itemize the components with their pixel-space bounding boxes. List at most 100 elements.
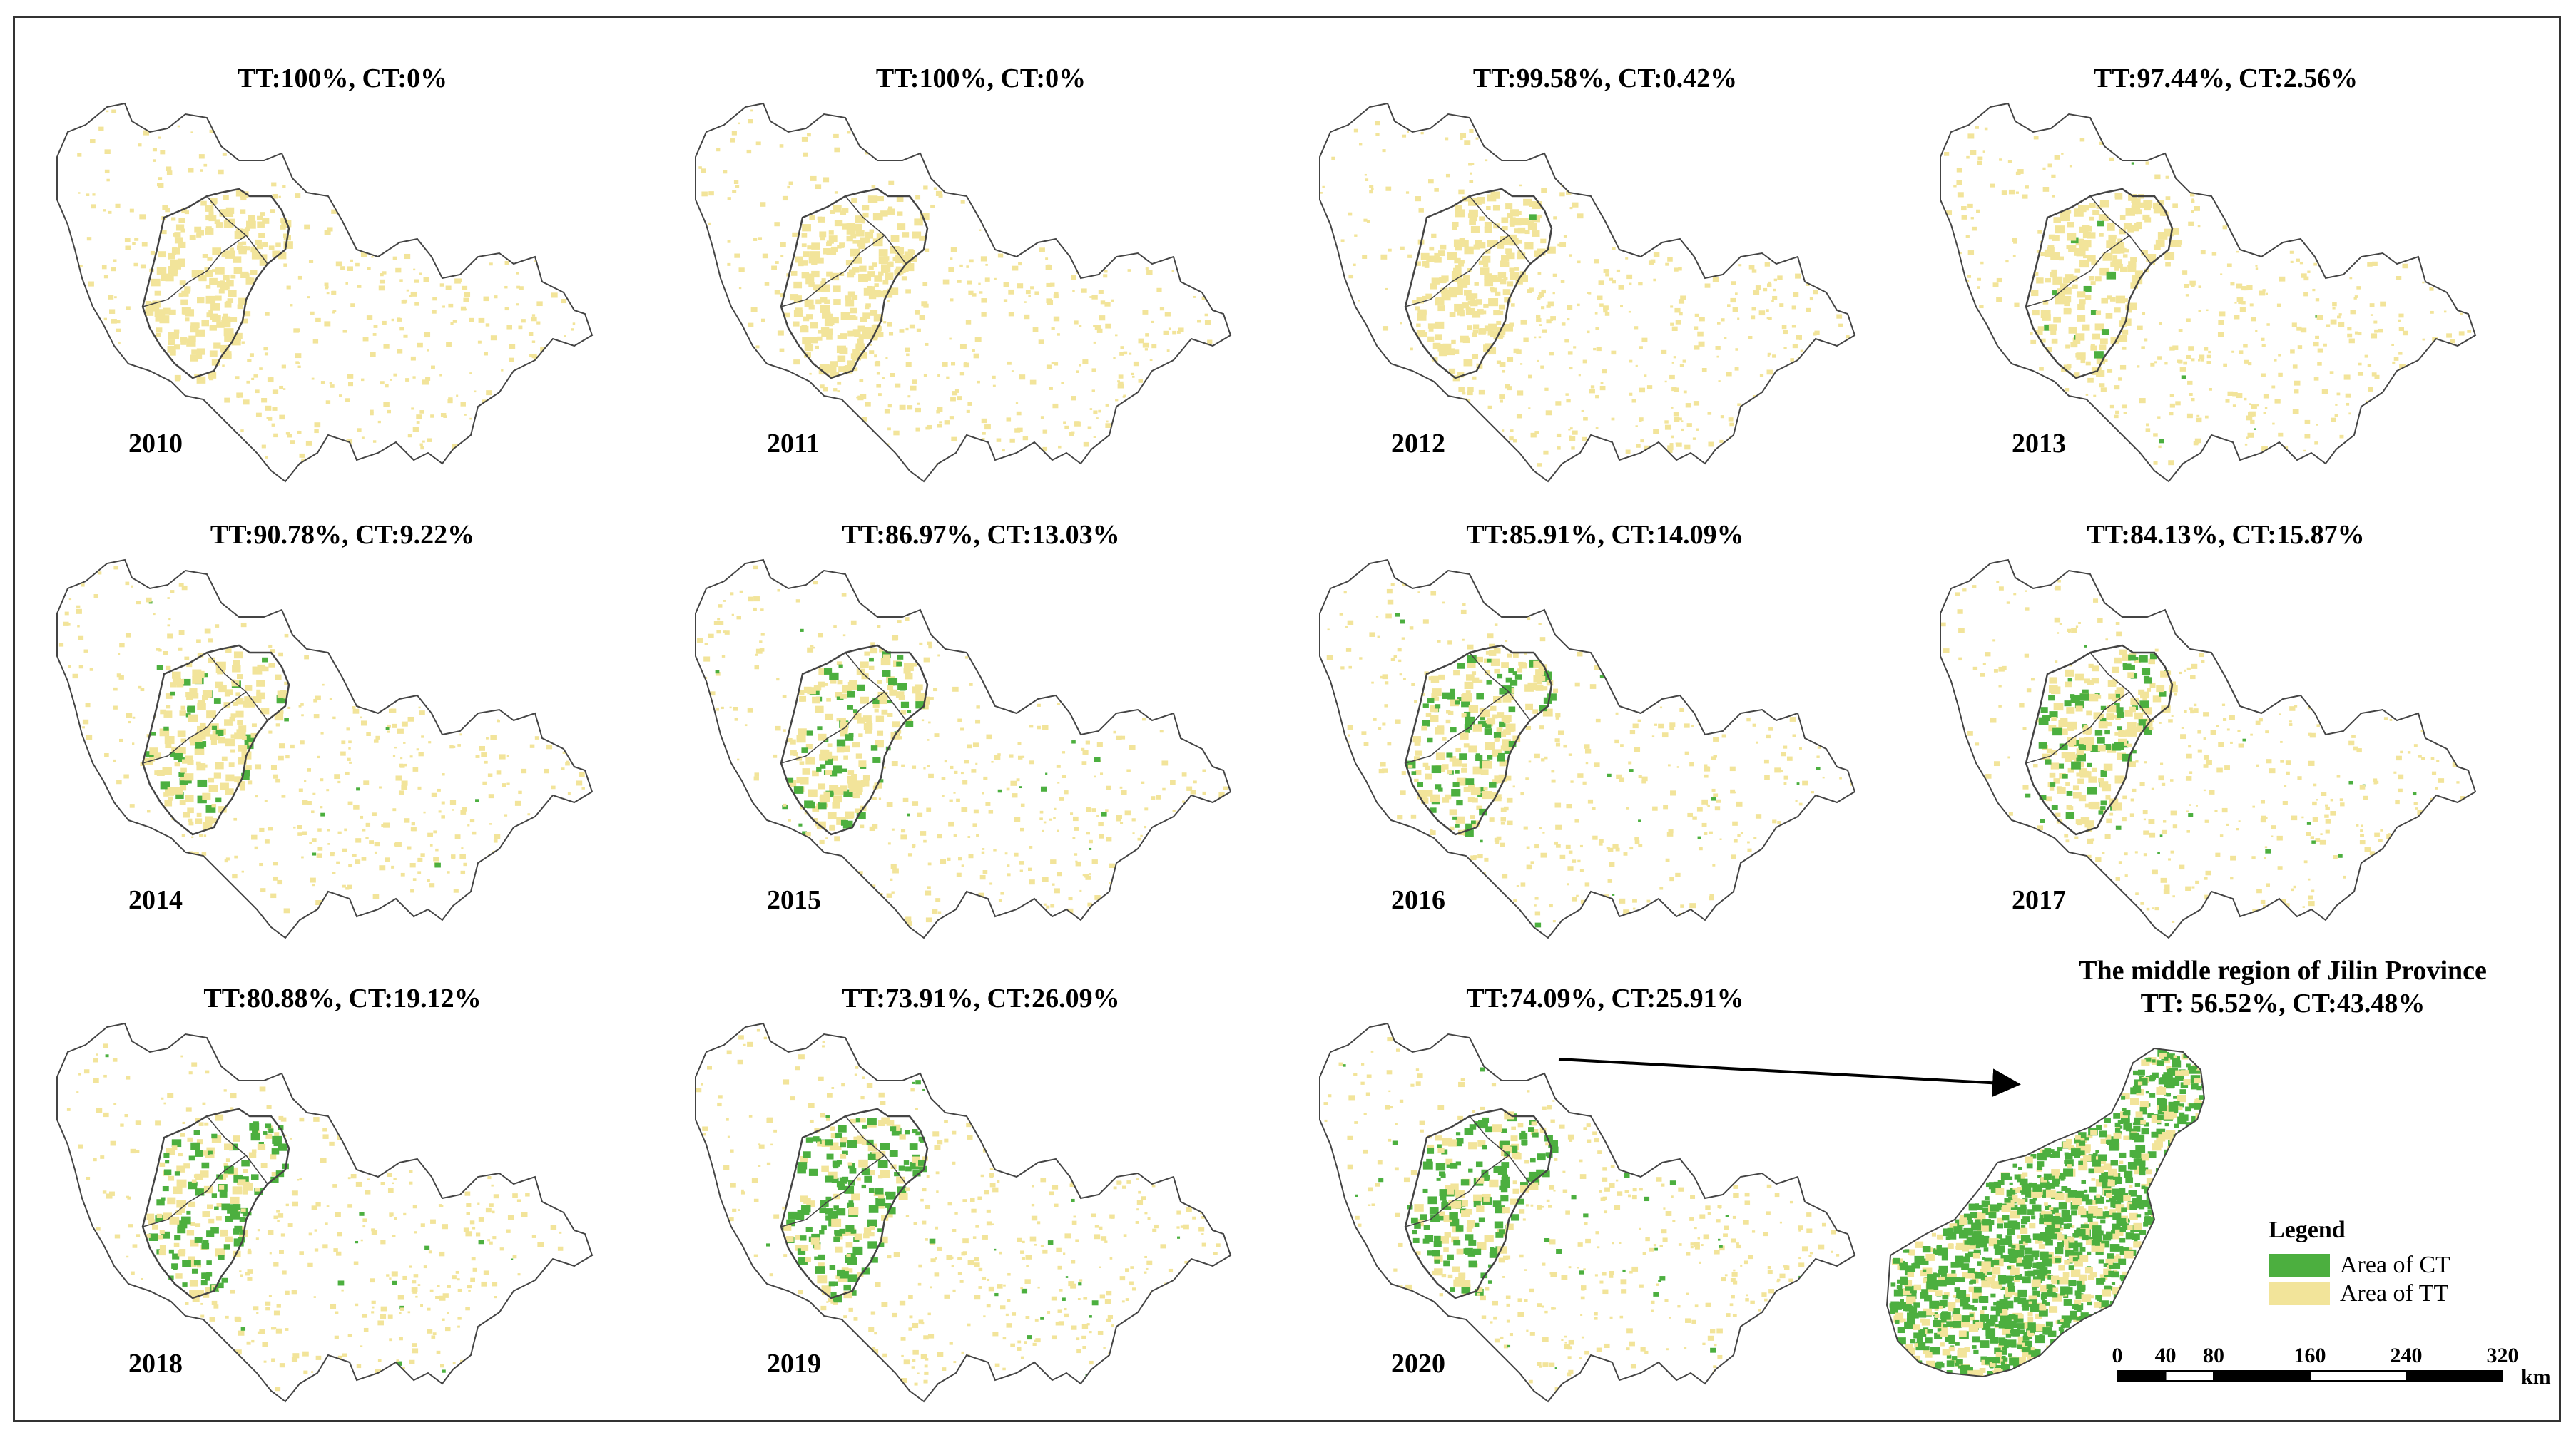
province-boundary bbox=[1319, 558, 1856, 939]
scale-segment bbox=[2406, 1370, 2503, 1382]
city-boundary bbox=[206, 1115, 268, 1185]
map-panel-2018: TT:80.88%, CT:19.12% 2018 bbox=[29, 941, 656, 1403]
panel-title: TT:100%, CT:0% bbox=[237, 63, 448, 93]
scale-tick-label: 320 bbox=[2487, 1344, 2519, 1367]
legend-label-tt: Area of TT bbox=[2340, 1280, 2449, 1307]
province-boundary bbox=[695, 1022, 1232, 1403]
middle-region-boundary bbox=[141, 188, 290, 379]
province-map bbox=[56, 558, 594, 939]
panel-title: TT:97.44%, CT:2.56% bbox=[2093, 63, 2358, 93]
middle-region-boundary bbox=[2025, 644, 2174, 836]
panel-year: 2013 bbox=[2012, 429, 2066, 459]
map-panel-2012: TT:99.58%, CT:0.42% 2012 bbox=[1291, 21, 1919, 483]
panel-title: TT:85.91%, CT:14.09% bbox=[1466, 520, 1744, 550]
scale-segment bbox=[2309, 1370, 2407, 1382]
middle-region-boundary bbox=[1404, 1108, 1553, 1299]
inset-title-line2: TT: 56.52%, CT:43.48% bbox=[2140, 989, 2425, 1018]
province-boundary bbox=[1940, 558, 2477, 939]
cropland-pixels bbox=[698, 109, 1213, 466]
legend-swatch-ct bbox=[2269, 1254, 2330, 1277]
panel-title: TT:99.58%, CT:0.42% bbox=[1472, 63, 1738, 93]
scale-tick-label: 80 bbox=[2203, 1344, 2224, 1367]
province-boundary bbox=[56, 102, 594, 483]
city-boundary bbox=[2025, 235, 2130, 307]
map-panel-2015: TT:86.97%, CT:13.03% 2015 bbox=[667, 478, 1295, 939]
city-boundary bbox=[1469, 652, 1531, 721]
middle-region-boundary bbox=[141, 1108, 290, 1299]
middle-region-boundary bbox=[141, 644, 290, 836]
province-map bbox=[56, 1022, 594, 1403]
scale-unit: km bbox=[2521, 1365, 2551, 1389]
inset-title: The middle region of Jilin Province TT: … bbox=[1926, 954, 2576, 1020]
panel-year: 2011 bbox=[767, 429, 820, 459]
province-boundary bbox=[695, 558, 1232, 939]
panel-title: TT:80.88%, CT:19.12% bbox=[203, 984, 482, 1013]
city-boundary bbox=[845, 652, 907, 721]
province-map bbox=[695, 558, 1232, 939]
inset-region-map bbox=[1885, 1047, 2206, 1378]
panel-year: 2014 bbox=[128, 885, 183, 915]
middle-region-boundary bbox=[780, 644, 929, 836]
city-boundary bbox=[1405, 1155, 1510, 1227]
cropland-pixels bbox=[58, 566, 585, 915]
map-panel-2010: TT:100%, CT:0% 2010 bbox=[29, 21, 656, 483]
panel-year: 2016 bbox=[1391, 885, 1445, 915]
map-panel-2011: TT:100%, CT:0% 2011 bbox=[667, 21, 1295, 483]
province-map bbox=[1319, 1022, 1856, 1403]
city-boundary bbox=[780, 1155, 885, 1227]
panel-year: 2015 bbox=[767, 885, 821, 915]
province-map bbox=[56, 102, 594, 483]
city-boundary bbox=[780, 235, 885, 307]
province-map bbox=[1319, 558, 1856, 939]
city-boundary bbox=[206, 195, 268, 265]
city-boundary bbox=[780, 691, 885, 764]
panel-year: 2020 bbox=[1391, 1349, 1445, 1379]
city-boundary bbox=[1405, 235, 1510, 307]
map-panel-2014: TT:90.78%, CT:9.22% 2014 bbox=[29, 478, 656, 939]
province-boundary bbox=[56, 558, 594, 939]
panel-year: 2017 bbox=[2012, 885, 2066, 915]
province-boundary bbox=[1319, 1022, 1856, 1403]
city-boundary bbox=[142, 1155, 247, 1227]
map-panel-2020: TT:74.09%, CT:25.91% 2020 bbox=[1291, 941, 1919, 1403]
scale-tick-label: 240 bbox=[2391, 1344, 2423, 1367]
map-panel-2017: TT:84.13%, CT:15.87% 2017 bbox=[1912, 478, 2540, 939]
city-boundary bbox=[206, 652, 268, 721]
province-boundary bbox=[695, 102, 1232, 483]
city-boundary bbox=[142, 691, 247, 764]
middle-region-boundary bbox=[780, 188, 929, 379]
panel-title: TT:74.09%, CT:25.91% bbox=[1466, 984, 1744, 1013]
scale-tick-label: 160 bbox=[2294, 1344, 2326, 1367]
panel-title: TT:86.97%, CT:13.03% bbox=[842, 520, 1120, 550]
city-boundary bbox=[1469, 1115, 1531, 1185]
legend-item-ct: Area of CT bbox=[2269, 1251, 2450, 1280]
city-boundary bbox=[2025, 691, 2130, 764]
city-boundary bbox=[2089, 652, 2152, 721]
legend-label-ct: Area of CT bbox=[2340, 1252, 2450, 1278]
panel-title: TT:100%, CT:0% bbox=[875, 63, 1086, 93]
panel-title: TT:84.13%, CT:15.87% bbox=[2087, 520, 2365, 550]
panel-year: 2019 bbox=[767, 1349, 821, 1379]
middle-region-boundary bbox=[2025, 188, 2174, 379]
cropland-pixels bbox=[66, 1043, 564, 1392]
city-boundary bbox=[2089, 195, 2152, 265]
city-boundary bbox=[142, 235, 247, 307]
cropland-pixels bbox=[1940, 579, 2465, 923]
map-panel-2016: TT:85.91%, CT:14.09% 2016 bbox=[1291, 478, 1919, 939]
province-boundary bbox=[1940, 102, 2477, 483]
middle-region-boundary bbox=[1404, 644, 1553, 836]
panel-year: 2012 bbox=[1391, 429, 1445, 459]
cropland-pixels bbox=[1889, 1049, 2204, 1377]
middle-region-boundary bbox=[1404, 188, 1553, 379]
panel-year: 2010 bbox=[128, 429, 183, 459]
map-panel-2019: TT:73.91%, CT:26.09% 2019 bbox=[667, 941, 1295, 1403]
province-map bbox=[695, 1022, 1232, 1403]
cropland-pixels bbox=[696, 565, 1231, 927]
city-boundary bbox=[845, 1115, 907, 1185]
city-boundary bbox=[1469, 195, 1531, 265]
scale-segment bbox=[2117, 1370, 2167, 1382]
panel-title: TT:90.78%, CT:9.22% bbox=[210, 520, 475, 550]
middle-region-boundary bbox=[780, 1108, 929, 1299]
province-map bbox=[1940, 558, 2477, 939]
